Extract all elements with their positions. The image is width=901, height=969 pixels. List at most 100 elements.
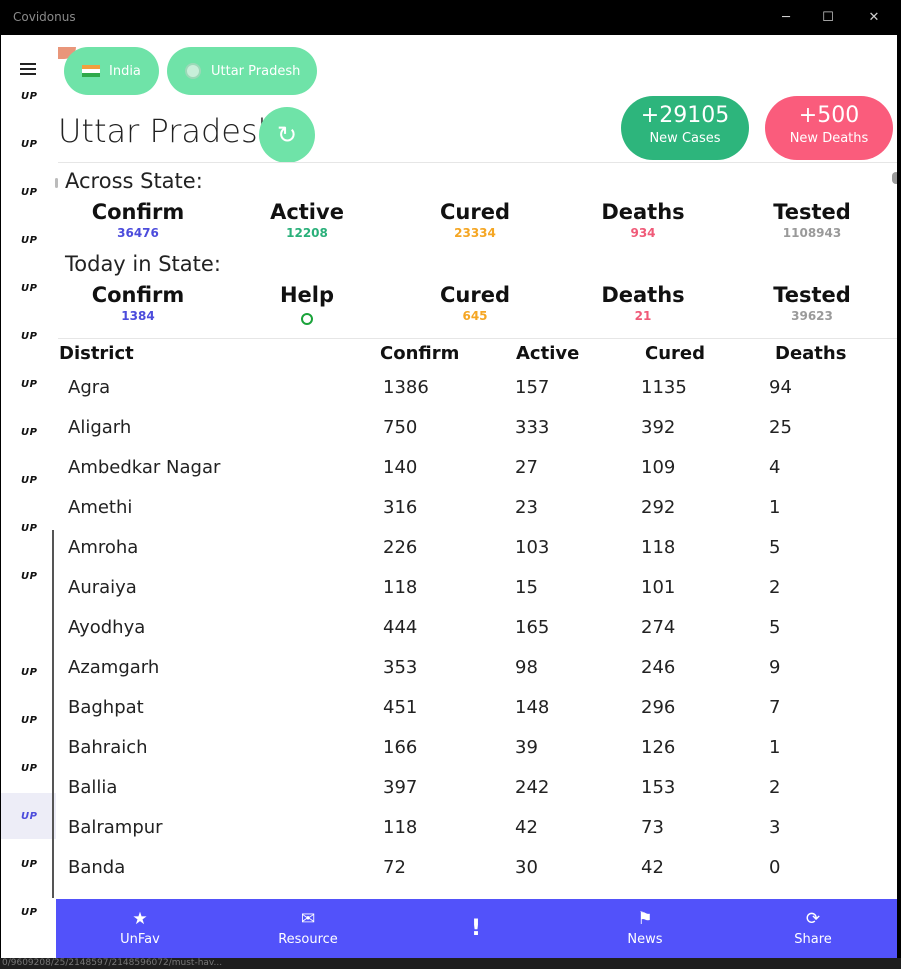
table-cell-district: Aligarh [68,417,132,438]
table-cell-deaths: 9 [769,657,781,678]
maximize-button[interactable]: ☐ [822,10,834,25]
table-cell-cured: 153 [641,777,676,798]
column-header-cured[interactable]: Cured [645,343,705,364]
country-label: India [109,63,141,79]
sidebar-item-up[interactable]: UP [21,762,38,774]
table-cell-active: 242 [515,777,550,798]
table-row[interactable]: Azamgarh 353 98 246 9 [58,657,897,697]
sidebar-item-up[interactable]: UP [21,186,38,198]
sidebar-item-up[interactable]: UP [21,570,38,582]
column-header-district[interactable]: District [59,343,134,364]
hamburger-menu-icon[interactable] [20,63,36,75]
sidebar-item-up[interactable]: UP [21,714,38,726]
sidebar-item-up[interactable]: UP [21,282,38,294]
minimize-button[interactable]: ─ [782,10,790,25]
sidebar-item-up[interactable]: UP [21,522,38,534]
close-button[interactable]: ✕ [868,10,880,25]
nav-alert-button[interactable]: ! [416,899,536,958]
table-cell-cured: 126 [641,737,676,758]
table-row[interactable]: Amethi 316 23 292 1 [58,497,897,537]
column-header-deaths[interactable]: Deaths [775,343,847,364]
sidebar-item-up[interactable]: UP [1,793,56,839]
table-row[interactable]: Banda 72 30 42 0 [58,857,897,897]
table-cell-district: Amroha [68,537,139,558]
table-cell-cured: 73 [641,817,664,838]
refresh-button[interactable]: ↻ [259,107,315,163]
new-deaths-label: New Deaths [789,131,869,146]
table-cell-cured: 101 [641,577,676,598]
stat-value: 23334 [454,226,496,240]
india-flag-icon [82,65,100,77]
sidebar-item-up[interactable]: UP [21,90,38,102]
nav-unfav-button[interactable]: ★ UnFav [80,899,200,958]
table-cell-confirm: 118 [383,577,418,598]
nav-news-button[interactable]: ⚑ News [585,899,705,958]
table-cell-district: Azamgarh [68,657,160,678]
table-cell-active: 333 [515,417,550,438]
table-cell-confirm: 397 [383,777,418,798]
table-row[interactable]: Bahraich 166 39 126 1 [58,737,897,777]
stat-label: Active [270,200,344,224]
new-deaths-badge: +500 New Deaths [765,96,893,160]
stat-label: Deaths [601,200,685,224]
table-cell-confirm: 118 [383,817,418,838]
table-cell-cured: 42 [641,857,664,878]
table-cell-deaths: 3 [769,817,781,838]
divider [58,162,897,163]
sidebar-item-up[interactable]: UP [21,858,38,870]
table-row[interactable]: Aligarh 750 333 392 25 [58,417,897,457]
app-window: UPUPUPUPUPUPUPUPUPUPUPUPUPUPUPUPUPUP Ind… [1,35,897,958]
whatsapp-icon[interactable] [227,307,387,329]
sidebar-item-up[interactable]: UP [21,330,38,342]
sidebar-item-up[interactable]: UP [21,138,38,150]
table-row[interactable]: Auraiya 118 15 101 2 [58,577,897,617]
table-cell-confirm: 140 [383,457,418,478]
stat-value: 645 [462,309,488,323]
today-state-title: Today in State: [65,252,221,276]
sidebar-item-up[interactable]: UP [21,906,38,918]
stat-label: Deaths [601,283,685,307]
table-row[interactable]: Ambedkar Nagar 140 27 109 4 [58,457,897,497]
table-cell-active: 15 [515,577,538,598]
divider [58,338,897,339]
across-state-title: Across State: [65,169,203,193]
table-cell-deaths: 1 [769,497,781,518]
table-cell-cured: 392 [641,417,676,438]
state-pill[interactable]: Uttar Pradesh [167,47,317,95]
stat-active: Active 12208 [227,200,387,240]
table-row[interactable]: Baghpat 451 148 296 7 [58,697,897,737]
table-row[interactable]: Agra 1386 157 1135 94 [58,377,897,417]
nav-resource-button[interactable]: ✉ Resource [248,899,368,958]
column-header-active[interactable]: Active [516,343,580,364]
table-cell-deaths: 94 [769,377,792,398]
sidebar-item-up[interactable]: UP [21,426,38,438]
scroll-thumb[interactable] [892,172,897,184]
table-cell-district: Ballia [68,777,118,798]
table-cell-district: Ayodhya [68,617,146,638]
news-icon: ⚑ [637,909,653,929]
stat-help[interactable]: Help [227,283,387,329]
table-cell-cured: 296 [641,697,676,718]
stat-confirm: Confirm 1384 [58,283,218,323]
sidebar-scroll-indicator[interactable] [52,530,54,898]
sidebar-item-up[interactable]: UP [21,474,38,486]
sidebar-item-up[interactable]: UP [21,234,38,246]
table-cell-active: 39 [515,737,538,758]
nav-share-button[interactable]: ⟳ Share [753,899,873,958]
alert-icon: ! [470,916,482,941]
sidebar-item-up[interactable]: UP [21,378,38,390]
table-row[interactable]: Ayodhya 444 165 274 5 [58,617,897,657]
table-row[interactable]: Ballia 397 242 153 2 [58,777,897,817]
stat-label: Cured [440,283,510,307]
column-header-confirm[interactable]: Confirm [380,343,460,364]
table-cell-cured: 246 [641,657,676,678]
table-row[interactable]: Balrampur 118 42 73 3 [58,817,897,857]
nav-label: Resource [278,932,338,947]
table-cell-confirm: 451 [383,697,418,718]
country-pill[interactable]: India [64,47,159,95]
table-cell-confirm: 1386 [383,377,429,398]
nav-label: UnFav [120,932,160,947]
table-row[interactable]: Amroha 226 103 118 5 [58,537,897,577]
table-cell-confirm: 353 [383,657,418,678]
sidebar-item-up[interactable]: UP [21,666,38,678]
